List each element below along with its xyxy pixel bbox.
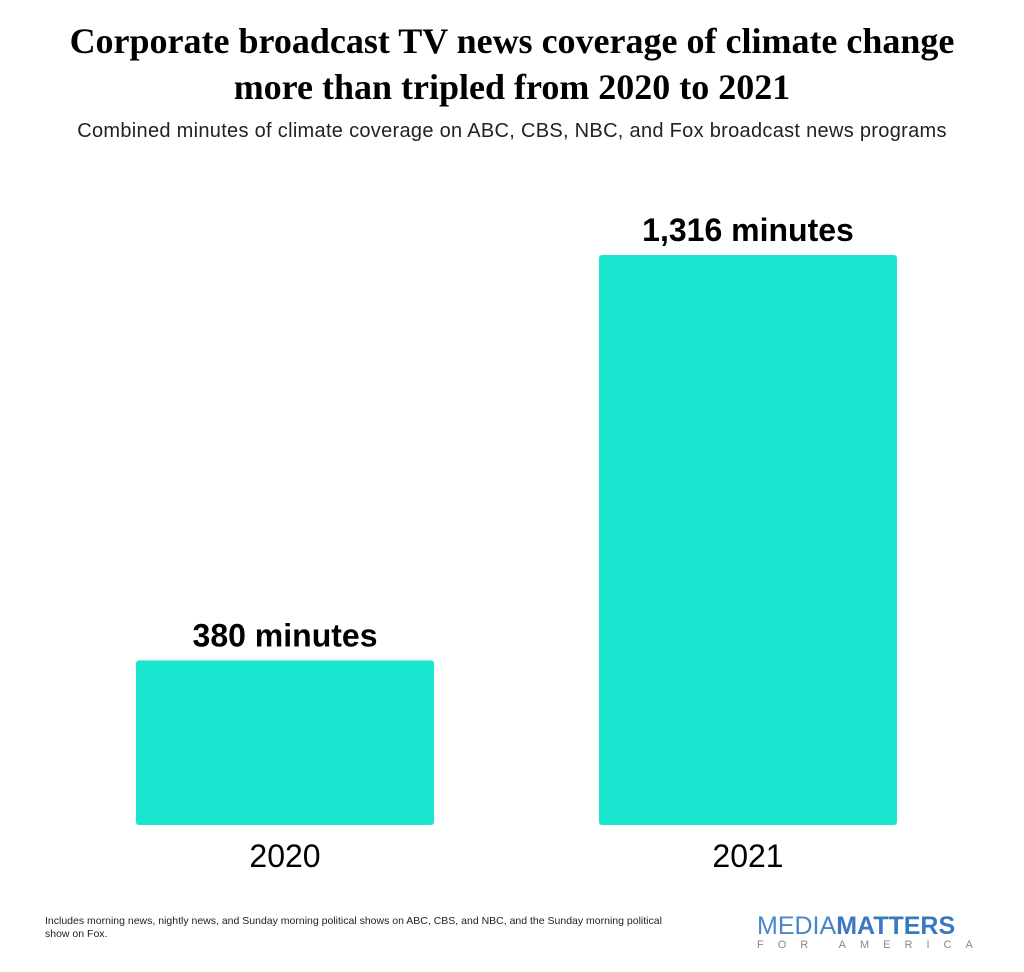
- title-line-2: more than tripled from 2020 to 2021: [233, 67, 791, 107]
- x-tick-label: 2020: [249, 838, 320, 874]
- bar-2020: [136, 660, 434, 825]
- bar-2021: [599, 255, 897, 825]
- x-tick-label: 2021: [712, 838, 783, 874]
- chart-subtitle: Combined minutes of climate coverage on …: [77, 120, 947, 142]
- title-line-1: Corporate broadcast TV news coverage of …: [69, 21, 955, 61]
- chart-title: Corporate broadcast TV news coverage of …: [0, 18, 1024, 110]
- media-matters-logo: MEDIAMATTERS FOR AMERICA: [757, 913, 977, 951]
- footnote: Includes morning news, nightly news, and…: [45, 915, 662, 940]
- data-label: 380 minutes: [193, 617, 378, 653]
- logo-matters: MATTERS: [836, 912, 956, 940]
- logo-media: MEDIA: [757, 912, 837, 940]
- data-label: 1,316 minutes: [642, 212, 854, 248]
- logo-for-america: FOR AMERICA: [757, 939, 987, 951]
